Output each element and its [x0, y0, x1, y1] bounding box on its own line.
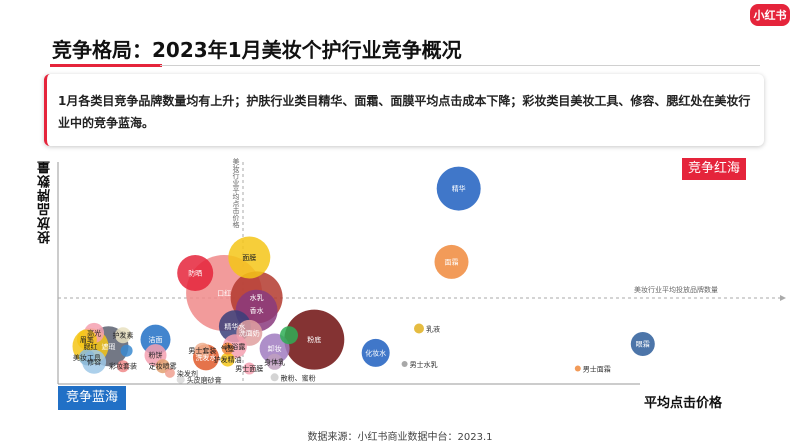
bubble-label-22: 眉笔	[80, 335, 94, 344]
bubble-12	[259, 333, 290, 364]
bubble-label-18: 沐浴露	[224, 342, 245, 351]
bubble-17	[630, 332, 655, 356]
title-underline	[50, 64, 162, 67]
bubble-label-29: 定妆喷雾	[149, 362, 177, 371]
bubble-label-13: 洁面	[149, 335, 163, 344]
summary-text: 1月各类目竞争品牌数量均有上升；护肤行业类目精华、面霜、面膜平均点击成本下降；彩…	[58, 94, 751, 130]
blue-ocean-tag: 竞争蓝海	[58, 386, 127, 410]
horizontal-reference-label: 美妆行业平均投放品牌数量	[634, 285, 718, 294]
bubble-23	[280, 326, 298, 345]
bubble-27	[78, 349, 95, 366]
bubble-33	[120, 344, 133, 357]
bubble-label-9: 腮红	[84, 342, 98, 351]
bubble-label-31: 男士面膜	[235, 364, 263, 373]
bubble-31	[243, 362, 256, 375]
bubble-label-30: 气垫	[221, 344, 235, 353]
page-title: 竞争格局：2023年1月美妆个护行业竞争概况	[52, 38, 462, 62]
bubble-label-27: 美妆工具	[73, 353, 101, 362]
axes: 美妆行业平均点击价格 美妆行业平均投放品牌数量	[57, 157, 786, 385]
bubble-30	[221, 342, 234, 355]
bubble-label-12: 卸妆	[268, 344, 282, 353]
summary-box	[44, 74, 764, 146]
horizontal-reference-arrow	[780, 295, 786, 301]
bubble-label-4: 精华	[452, 184, 466, 193]
bubble-label-8: 防晒	[188, 269, 202, 278]
bubble-label-6: 香水	[250, 306, 264, 315]
bubble-4	[436, 166, 481, 211]
bubble-label-32: 彩妆套装	[109, 362, 137, 371]
bubble-39	[401, 361, 408, 367]
bubble-label-15: 洗面奶	[239, 328, 260, 337]
bubble-label-28: 护发精油	[214, 355, 242, 364]
bubble-label-19: 修容	[87, 357, 101, 366]
bubble-37	[176, 375, 185, 384]
bubble-label-10: 面霜	[445, 258, 459, 266]
bubble-label-21: 高光	[87, 328, 101, 337]
bubble-label-14: 化妆水	[365, 348, 386, 357]
bubble-label-38: 男士面霜	[583, 365, 611, 374]
bubble-5	[228, 236, 271, 279]
y-axis-label: 投放品牌数量	[38, 160, 53, 244]
bubble-label-35: 染发剂	[177, 369, 198, 378]
bubble-label-25: 男士套装	[188, 346, 216, 355]
title-rule	[160, 65, 760, 66]
bubble-label-37: 头皮磨砂膏	[187, 376, 222, 385]
bubble-32	[117, 360, 129, 373]
bubble-35	[164, 367, 175, 378]
bubble-label-26: 护发素	[113, 331, 134, 340]
vertical-reference-label: 美妆行业平均点击价格	[232, 157, 240, 229]
bubble-label-36: 散粉、蜜粉	[281, 373, 316, 382]
data-source: 数据来源：小红书商业数据中台：2023.1	[307, 432, 493, 443]
bubble-2	[284, 309, 345, 370]
bubble-label-17: 眼霜	[636, 341, 650, 349]
x-axis-label: 平均点击价格	[644, 396, 723, 411]
brand-logo: 小红书	[750, 4, 790, 26]
bubble-label-5: 面膜	[242, 253, 256, 262]
bubble-10	[434, 244, 469, 279]
bubble-38	[574, 365, 581, 372]
bubble-28	[220, 352, 235, 367]
bubble-label-2: 粉底	[307, 335, 321, 344]
bubble-label-16: 洗发水	[196, 353, 217, 362]
bubble-label-11: 精华水	[224, 322, 245, 331]
bubble-label-3: 水乳	[250, 293, 264, 302]
bubble-8	[177, 255, 214, 291]
bubble-25	[194, 342, 211, 359]
bubble-36	[270, 373, 279, 382]
bubble-label-1: 口红	[217, 289, 231, 298]
bubble-label-20: 粉饼	[149, 351, 163, 360]
bubble-label-7: 遮瑕	[102, 342, 116, 351]
bubble-label-34: 乳液	[426, 325, 440, 334]
bubble-label-24: 身体乳	[264, 357, 285, 366]
bubble-24	[266, 353, 283, 370]
red-ocean-tag: 竞争红海	[682, 158, 747, 180]
bubble-22	[76, 329, 97, 350]
bubble-26	[115, 327, 131, 344]
bubble-label-39: 男士水乳	[410, 360, 438, 369]
bubble-34	[414, 323, 424, 334]
bubble-14	[361, 338, 390, 367]
